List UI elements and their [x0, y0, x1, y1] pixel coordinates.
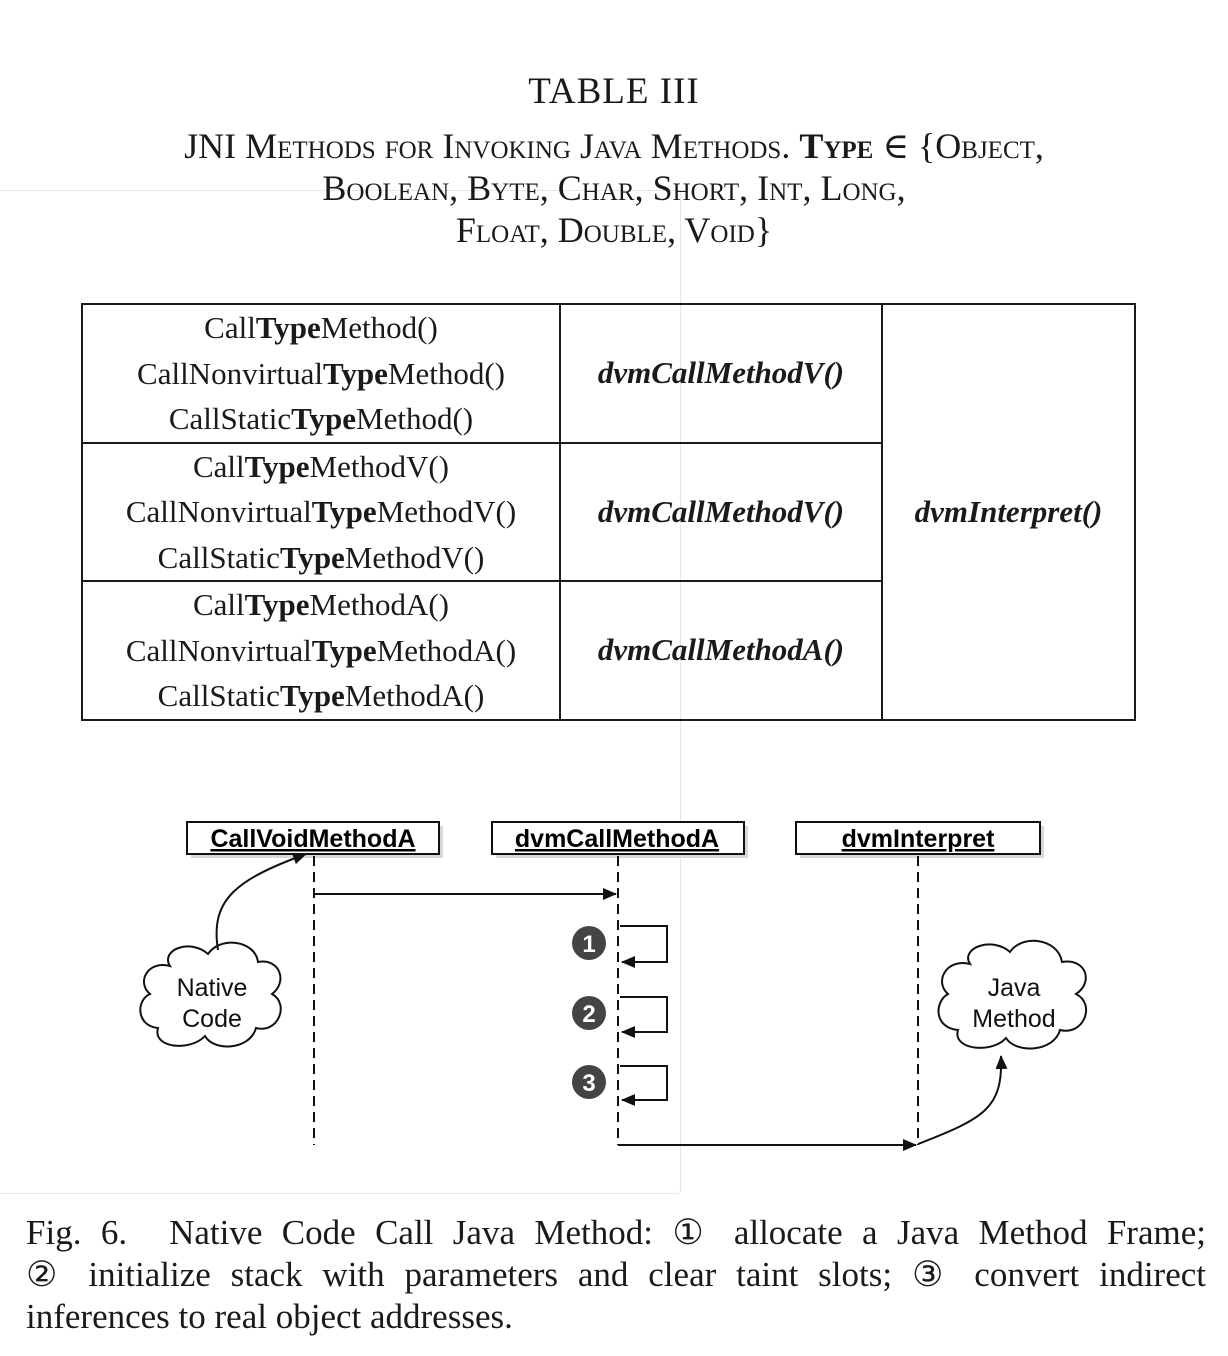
method-name: CallStaticTypeMethodA() — [157, 678, 485, 713]
lifeline-label: dvmCallMethodA — [515, 825, 719, 853]
method-name: CallTypeMethodA() — [192, 587, 450, 622]
interpret-to-java-arrow — [917, 1055, 1008, 1145]
figure-caption: Fig. 6. Native Code Call Java Method: ① a… — [26, 1212, 1206, 1338]
table-row: CallTypeMethodA() CallNonvirtualTypeMeth… — [81, 580, 1135, 721]
dvm-call-cell: dvmCallMethodV() — [559, 303, 883, 444]
svg-text:Java: Java — [988, 974, 1041, 1002]
lifeline-label: CallVoidMethodA — [210, 825, 415, 853]
sequence-diagram: CallVoidMethodA dvmCallMethodA dvmInterp… — [139, 821, 1087, 1151]
dvm-call-cell: dvmCallMethodV() — [559, 441, 883, 582]
svg-text:Method: Method — [972, 1005, 1055, 1033]
svg-text:1: 1 — [582, 931, 595, 958]
self-call-arrow — [620, 996, 668, 1038]
table-title: TABLE III — [528, 71, 700, 112]
lifeline-label: dvmInterpret — [842, 825, 995, 853]
caption-line: inferences to real object addresses. — [26, 1297, 513, 1336]
interpreter-cell: dvmInterpret() — [881, 303, 1136, 721]
lifeline-box-dvmcallmethoda: dvmCallMethodA — [491, 821, 748, 858]
native-code-cloud: Native Code — [139, 941, 282, 1048]
table-caption: JNI Methods for Invoking Java Methods. T… — [0, 125, 1228, 251]
table-row: CallTypeMethodV() CallNonvirtualTypeMeth… — [81, 441, 1135, 582]
lifeline-box-dvminterpret: dvmInterpret — [795, 821, 1044, 858]
caption-line: ② initialize stack with parameters and c… — [26, 1255, 1206, 1294]
caption-line-1: JNI Methods for Invoking Java Methods. T… — [184, 126, 1044, 166]
self-call-arrow — [620, 1065, 668, 1106]
method-name: CallNonvirtualTypeMethod() — [137, 355, 505, 391]
method-name: CallStaticTypeMethod() — [168, 401, 474, 436]
caption-line-3: Float, Double, Void} — [455, 210, 773, 250]
lifeline-box-callvoidmethoda: CallVoidMethodA — [186, 821, 443, 858]
table-row: CallTypeMethod() CallNonvirtualTypeMetho… — [81, 303, 1136, 721]
caption-type-word: Type — [799, 126, 874, 166]
method-name: CallTypeMethod() — [204, 310, 438, 345]
step-badge: 2 — [572, 996, 606, 1030]
methods-cell: CallTypeMethodA() CallNonvirtualTypeMeth… — [81, 580, 561, 721]
svg-text:2: 2 — [582, 1001, 595, 1028]
methods-cell: CallTypeMethod() CallNonvirtualTypeMetho… — [81, 303, 561, 444]
jni-methods-table: CallTypeMethod() CallNonvirtualTypeMetho… — [81, 303, 1136, 721]
caption-line: Fig. 6. Native Code Call Java Method: ① a… — [26, 1213, 1206, 1252]
method-name: CallStaticTypeMethodV() — [157, 539, 485, 575]
figure-label: Fig. 6. — [26, 1213, 128, 1252]
caption-line-2: Boolean, Byte, Char, Short, Int, Long, — [322, 168, 906, 208]
dvm-call-cell: dvmCallMethodA() — [559, 580, 883, 721]
native-to-call-arrow — [215, 852, 307, 951]
svg-text:Code: Code — [182, 1005, 242, 1033]
step-badge: 3 — [572, 1065, 606, 1099]
method-name: CallTypeMethodV() — [192, 448, 450, 484]
method-name: CallNonvirtualTypeMethodV() — [125, 494, 517, 529]
svg-text:3: 3 — [582, 1070, 595, 1097]
self-call-arrow — [620, 925, 668, 968]
step-badge: 1 — [572, 926, 606, 960]
method-name: CallNonvirtualTypeMethodA() — [125, 632, 517, 668]
methods-cell: CallTypeMethodV() CallNonvirtualTypeMeth… — [81, 441, 561, 582]
java-method-cloud: Java Method — [937, 939, 1087, 1050]
svg-text:Native: Native — [177, 974, 248, 1002]
